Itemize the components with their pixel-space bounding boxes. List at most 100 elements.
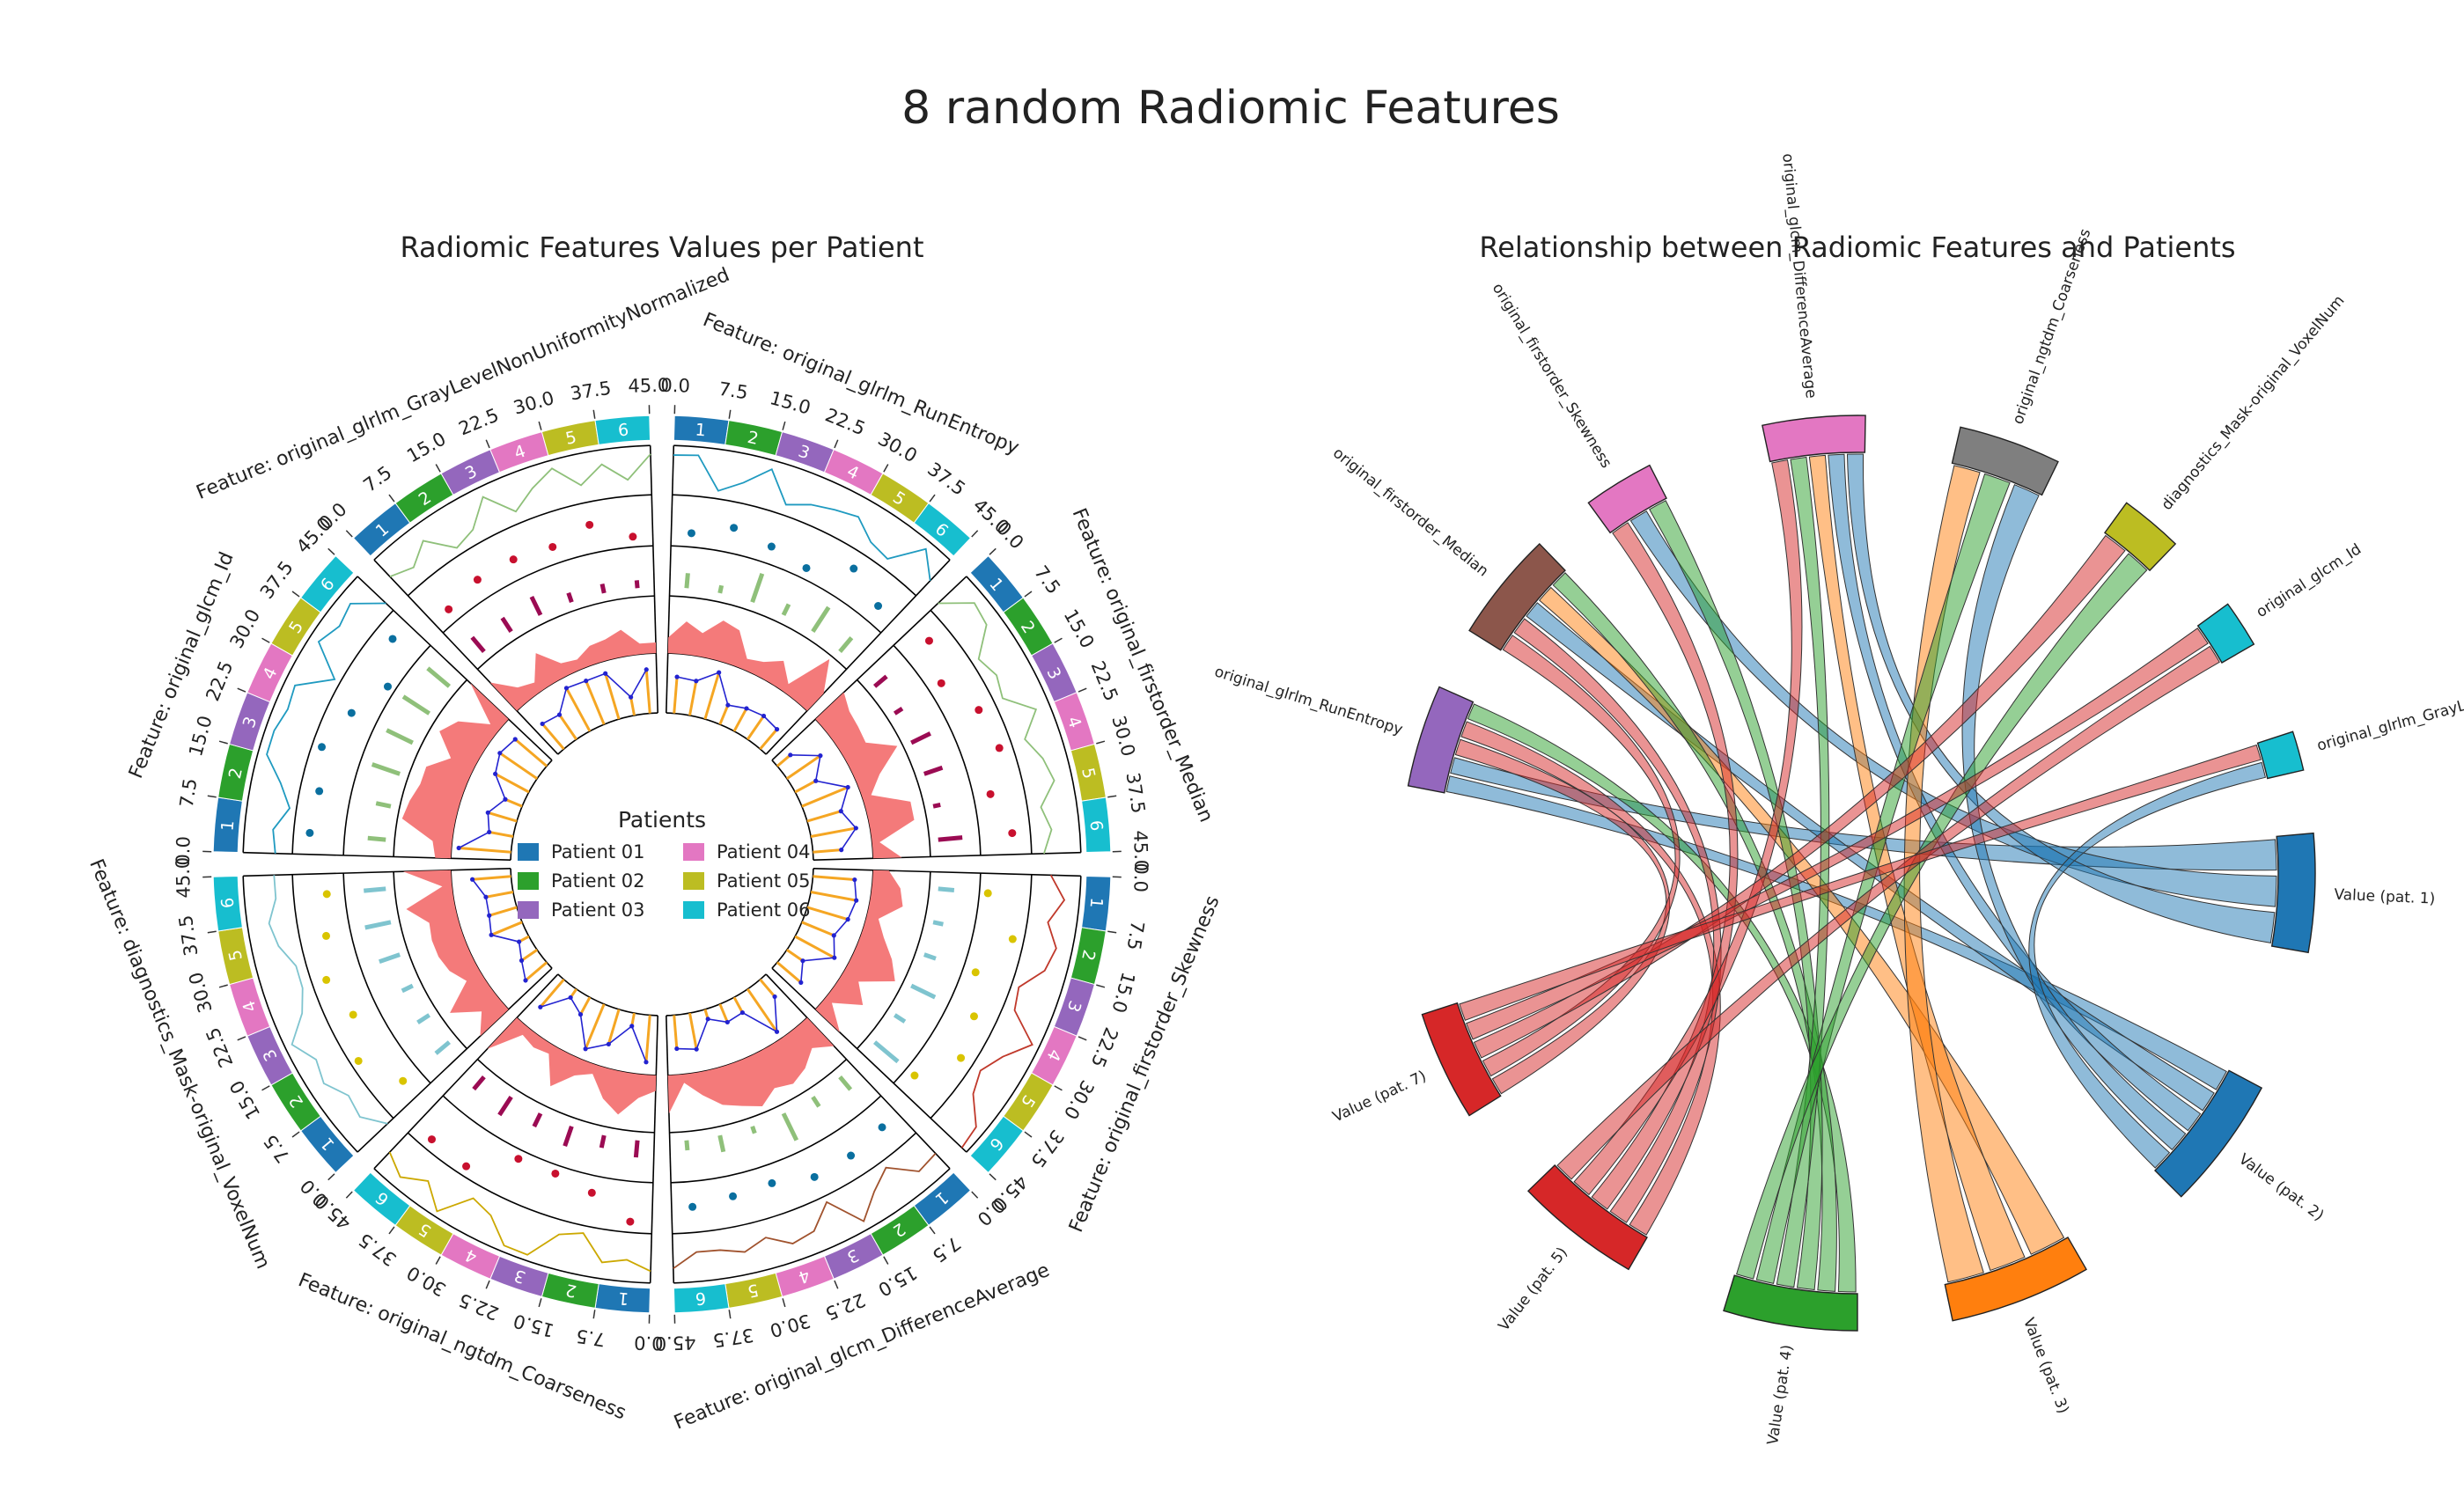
sector-edge — [357, 967, 553, 1153]
scatter-point — [322, 975, 331, 984]
area-series — [815, 870, 903, 1033]
tick-mark — [327, 547, 335, 555]
chord-node — [1762, 415, 1866, 463]
chord-ribbon — [2028, 761, 2267, 1169]
stem-mark — [759, 728, 778, 751]
stem-mark — [541, 723, 565, 751]
stem-mark — [747, 715, 765, 741]
chord-node-label: original_firstorder_Skewness — [1489, 280, 1615, 471]
tick-mark — [989, 1173, 997, 1181]
tick-mark — [1078, 1036, 1087, 1041]
scatter-point — [322, 890, 331, 899]
tick-label: 7.5 — [717, 378, 750, 404]
sector-edge — [765, 973, 951, 1170]
bar-mark — [401, 983, 414, 994]
line-series — [388, 1151, 651, 1273]
chord-node — [1526, 1164, 1648, 1271]
bar-mark — [910, 983, 937, 1000]
track-border — [393, 871, 467, 1050]
circos-sector: 1234560.07.515.022.530.037.545.0Feature:… — [771, 505, 1217, 872]
tick-label: 7.5 — [260, 1131, 294, 1167]
tick-label: 7.5 — [575, 1325, 607, 1351]
stem-mark — [558, 714, 577, 741]
chord-node — [2270, 832, 2316, 954]
legend-swatch — [518, 843, 539, 861]
bar-mark — [811, 606, 831, 634]
scatter-point — [729, 1192, 738, 1200]
bar-mark — [893, 1013, 907, 1024]
stem-mark — [525, 961, 548, 982]
scatter-point — [587, 1188, 596, 1197]
sector-edge — [813, 868, 1081, 877]
stem-mark — [688, 680, 698, 716]
legend-entry: Patient 05 — [717, 870, 811, 892]
tick-label: 37.5 — [923, 459, 969, 500]
stem-mark — [732, 996, 744, 1014]
bar-mark — [367, 835, 386, 842]
tick-mark — [883, 464, 889, 473]
bar-mark — [563, 1125, 574, 1147]
scatter-point — [388, 635, 397, 643]
scatter-point — [983, 889, 992, 898]
stem-mark — [794, 779, 817, 794]
tick-label: 37.5 — [711, 1325, 755, 1352]
track-border — [557, 973, 658, 1017]
tick-mark — [1107, 930, 1117, 934]
bar-mark — [684, 1140, 690, 1151]
patient-segment — [969, 1115, 1025, 1174]
sector-edge — [373, 973, 559, 1170]
chord-ribbon — [1649, 500, 1823, 1291]
track-border — [476, 1059, 655, 1134]
patient-segment — [913, 502, 972, 557]
track-border — [671, 545, 882, 634]
tick-label: 37.5 — [569, 378, 613, 405]
tick-mark — [834, 1280, 839, 1289]
scatter-point — [969, 1012, 978, 1021]
tick-mark — [1096, 984, 1106, 988]
scatter-point — [548, 542, 557, 551]
track-border — [373, 1168, 651, 1284]
tick-mark — [345, 530, 353, 538]
line-series — [458, 738, 516, 849]
bar-mark — [386, 728, 414, 745]
track-border — [966, 876, 1082, 1153]
tick-mark — [538, 421, 542, 430]
tick-mark — [592, 409, 596, 419]
sector-edge — [243, 868, 511, 877]
sector-edge — [813, 851, 1081, 861]
bar-mark — [750, 572, 765, 604]
bar-mark — [633, 1140, 640, 1158]
bar-mark — [497, 1095, 513, 1117]
track-border — [407, 1132, 652, 1235]
chord-node-label: original_glcm_DifferenceAverage — [1778, 152, 1820, 399]
bar-mark — [364, 920, 392, 930]
figure-title: 8 random Radiomic Features — [901, 82, 1560, 135]
chord-ribbon — [1828, 453, 2202, 1132]
track-border — [673, 444, 951, 561]
tick-label: 22.5 — [202, 1024, 237, 1070]
tick-mark — [1078, 687, 1087, 693]
chord-node-label: original_glrlm_GrayLevelNonUniformityNor… — [2315, 637, 2464, 755]
area-series — [489, 629, 657, 711]
scatter-point — [349, 1010, 357, 1019]
line-series — [266, 602, 386, 854]
track-border — [242, 576, 358, 853]
bar-mark — [364, 886, 386, 893]
patient-number: 2 — [746, 428, 760, 449]
patient-number: 1 — [1086, 897, 1107, 909]
chord-node-label: original_firstorder_Median — [1329, 444, 1491, 581]
tick-mark — [971, 530, 979, 538]
scatter-point — [874, 601, 883, 610]
tick-label: 0.0 — [173, 836, 195, 866]
tick-label: 15.0 — [1060, 606, 1099, 652]
chord-node-label: Value (pat. 7) — [1330, 1068, 1430, 1127]
tick-label: 7.5 — [1030, 561, 1064, 598]
tick-label: 30.0 — [1060, 1076, 1099, 1123]
stem-mark — [584, 1003, 606, 1050]
scatter-point — [730, 524, 739, 532]
chord-node-label: Value (pat. 4) — [1764, 1344, 1797, 1447]
tick-mark — [989, 547, 997, 555]
bar-mark — [923, 952, 937, 961]
stem-mark — [485, 891, 514, 899]
